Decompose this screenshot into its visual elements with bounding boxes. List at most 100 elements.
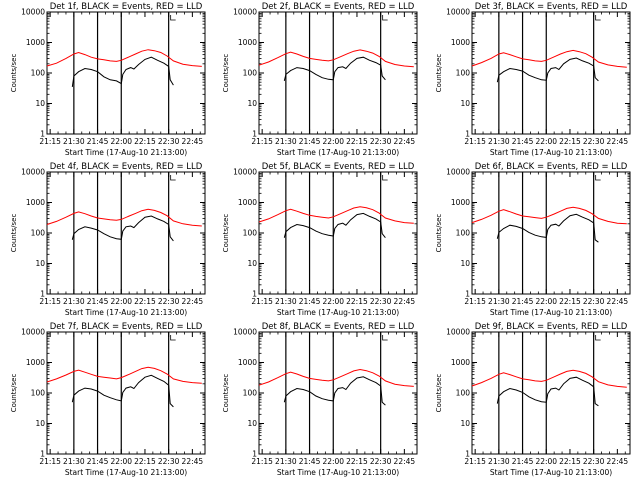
lld-series-line — [258, 49, 414, 68]
y-tick-label: 1 — [465, 450, 470, 459]
x-tick-label: 22:45 — [607, 297, 629, 306]
lld-series-line — [471, 369, 627, 388]
x-axis-label: Start Time (17-Aug-10 21:13:00) — [65, 468, 187, 477]
y-tick-label: 10 — [247, 419, 257, 428]
x-tick-label: 22:30 — [583, 457, 605, 466]
plot-frame — [471, 11, 631, 135]
y-tick-label: 10000 — [233, 8, 257, 17]
x-tick-label: 21:30 — [63, 457, 85, 466]
x-tick-label: 22:30 — [158, 297, 180, 306]
x-axis-label: Start Time (17-Aug-10 21:13:00) — [490, 308, 612, 317]
bracket-mark — [170, 15, 176, 21]
x-tick-label: 22:00 — [322, 297, 344, 306]
x-tick-label: 22:15 — [559, 457, 581, 466]
y-axis-label: Counts/sec — [10, 374, 18, 413]
panel-3: Det 3f, BLACK = Events, RED = LLD Counts/… — [435, 2, 631, 157]
bracket-mark — [382, 335, 388, 341]
y-tick-label: 10000 — [446, 8, 470, 17]
x-tick-label: 22:00 — [535, 457, 557, 466]
bracket-mark — [595, 335, 601, 341]
x-tick-label: 21:15 — [251, 297, 273, 306]
y-axis-label: Counts/sec — [222, 214, 230, 253]
y-axis-label: Counts/sec — [10, 54, 18, 93]
x-tick-label: 21:45 — [512, 297, 534, 306]
y-tick-label: 1 — [252, 450, 257, 459]
x-tick-label: 21:45 — [87, 137, 109, 146]
plot-frame — [46, 11, 206, 135]
x-tick-label: 22:00 — [110, 297, 132, 306]
panel-title: Det 4f, BLACK = Events, RED = LLD — [50, 162, 203, 172]
y-tick-label: 10000 — [21, 8, 45, 17]
y-tick-label: 10000 — [446, 168, 470, 177]
y-tick-label: 1000 — [238, 198, 257, 207]
x-tick-label: 22:00 — [535, 137, 557, 146]
y-tick-label: 10000 — [233, 328, 257, 337]
x-tick-label: 22:45 — [607, 137, 629, 146]
events-series-line — [283, 376, 386, 406]
x-tick-label: 21:30 — [275, 297, 297, 306]
bracket-mark — [595, 15, 601, 21]
x-tick-label: 21:15 — [39, 457, 61, 466]
y-tick-label: 1000 — [238, 358, 257, 367]
panel-title: Det 9f, BLACK = Events, RED = LLD — [475, 322, 628, 332]
x-tick-label: 21:15 — [251, 137, 273, 146]
x-tick-label: 22:30 — [370, 137, 392, 146]
y-tick-label: 1000 — [451, 358, 470, 367]
y-tick-label: 100 — [456, 69, 471, 78]
events-series-line — [71, 56, 174, 87]
x-axis-label: Start Time (17-Aug-10 21:13:00) — [277, 308, 399, 317]
x-tick-label: 21:15 — [39, 297, 61, 306]
plot-frame — [258, 171, 418, 295]
y-tick-label: 1 — [40, 130, 45, 139]
x-tick-label: 22:15 — [346, 297, 368, 306]
x-tick-label: 22:00 — [110, 137, 132, 146]
x-tick-label: 22:45 — [182, 457, 204, 466]
plot-frame — [471, 331, 631, 455]
x-tick-label: 21:30 — [63, 137, 85, 146]
events-series-line — [71, 374, 174, 408]
x-tick-label: 22:45 — [607, 457, 629, 466]
lld-series-line — [46, 49, 202, 67]
panel-title: Det 8f, BLACK = Events, RED = LLD — [262, 322, 415, 332]
panel-title: Det 6f, BLACK = Events, RED = LLD — [475, 162, 628, 172]
x-tick-label: 22:30 — [158, 457, 180, 466]
x-tick-label: 21:45 — [87, 297, 109, 306]
bracket-mark — [382, 175, 388, 181]
x-axis-label: Start Time (17-Aug-10 21:13:00) — [277, 468, 399, 477]
panel-6: Det 6f, BLACK = Events, RED = LLD Counts/… — [435, 162, 631, 317]
y-tick-label: 1000 — [451, 38, 470, 47]
y-tick-label: 10 — [460, 99, 470, 108]
plot-frame — [258, 11, 418, 135]
events-series-line — [496, 213, 599, 243]
y-tick-label: 1 — [40, 450, 45, 459]
x-tick-label: 22:00 — [110, 457, 132, 466]
y-axis-label: Counts/sec — [435, 214, 443, 253]
x-tick-label: 22:15 — [346, 457, 368, 466]
y-tick-label: 10 — [35, 419, 45, 428]
y-tick-label: 100 — [456, 389, 471, 398]
y-tick-label: 100 — [31, 69, 46, 78]
x-axis-label: Start Time (17-Aug-10 21:13:00) — [65, 308, 187, 317]
x-tick-label: 22:15 — [134, 297, 156, 306]
x-tick-label: 21:45 — [512, 137, 534, 146]
y-tick-label: 10000 — [21, 168, 45, 177]
panel-9: Det 9f, BLACK = Events, RED = LLD Counts/… — [435, 322, 631, 477]
y-tick-label: 100 — [31, 229, 46, 238]
bracket-mark — [170, 335, 176, 341]
y-tick-label: 10000 — [446, 328, 470, 337]
y-tick-label: 1 — [40, 290, 45, 299]
x-tick-label: 21:15 — [464, 457, 486, 466]
lld-series-line — [471, 206, 627, 225]
events-series-line — [71, 215, 174, 242]
y-tick-label: 100 — [243, 69, 258, 78]
panel-title: Det 2f, BLACK = Events, RED = LLD — [262, 2, 415, 12]
y-axis-label: Counts/sec — [435, 54, 443, 93]
lld-series-line — [471, 49, 627, 68]
y-tick-label: 1 — [465, 130, 470, 139]
y-tick-label: 100 — [31, 389, 46, 398]
panel-title: Det 5f, BLACK = Events, RED = LLD — [262, 162, 415, 172]
x-axis-label: Start Time (17-Aug-10 21:13:00) — [277, 148, 399, 157]
y-tick-label: 1000 — [26, 38, 45, 47]
panel-8: Det 8f, BLACK = Events, RED = LLD Counts/… — [222, 322, 418, 477]
y-tick-label: 10 — [460, 419, 470, 428]
